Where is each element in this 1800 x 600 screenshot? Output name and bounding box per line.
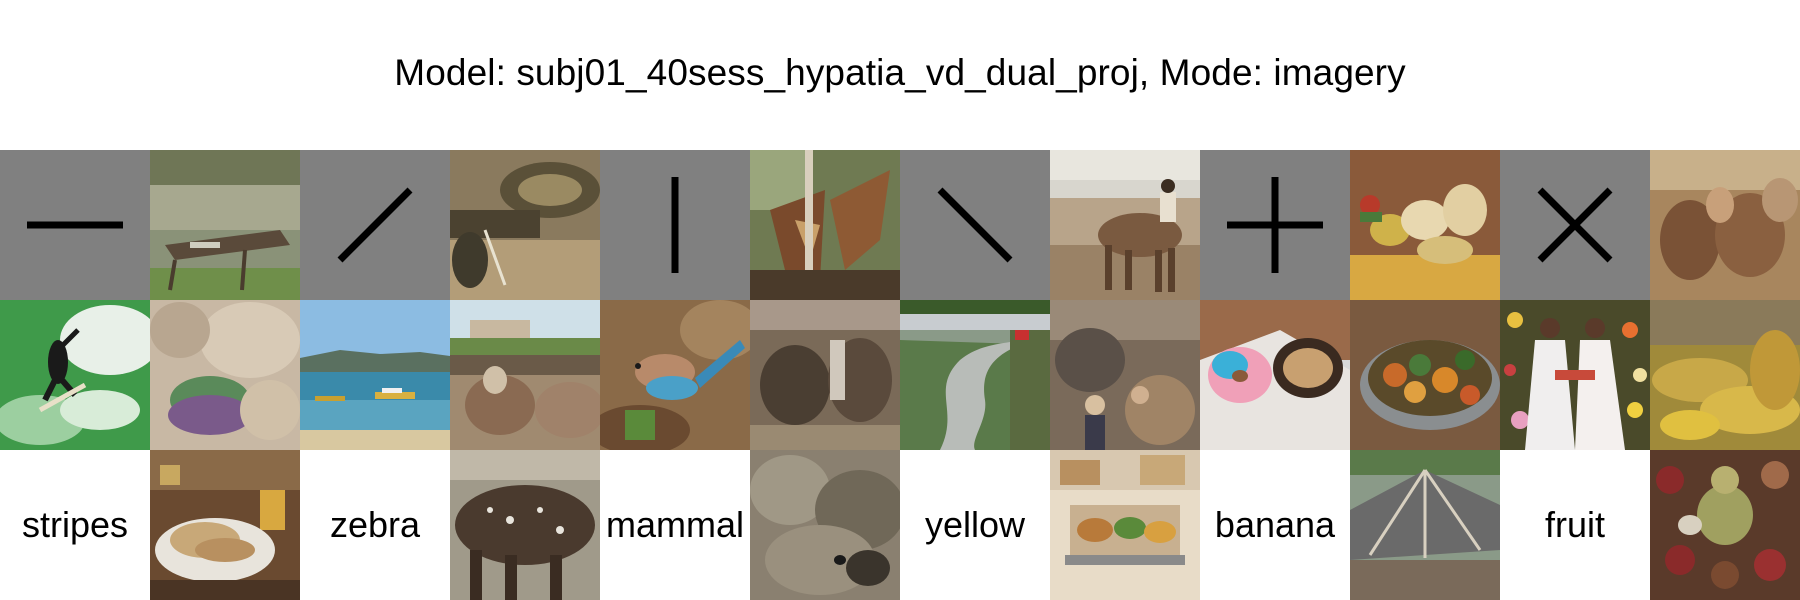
word-banana: banana	[1214, 504, 1336, 545]
stimulus-grid: stripes zebra mammal	[0, 150, 1800, 600]
image-food-plate	[1350, 150, 1500, 300]
image-horses-blur	[1650, 150, 1800, 300]
image-restaurant-plate	[150, 450, 300, 600]
image-bananas	[1650, 300, 1800, 450]
image-river-valley	[900, 300, 1050, 450]
x-icon	[1500, 150, 1650, 300]
word-label: fruit	[1500, 450, 1650, 600]
image-horses-farm	[450, 300, 600, 450]
image-umbrella	[1350, 450, 1500, 600]
vertical-line-icon	[600, 150, 750, 300]
word-label: stripes	[0, 450, 150, 600]
image-sea-boats	[300, 300, 450, 450]
image-donuts	[1200, 300, 1350, 450]
image-spotted-horse	[450, 450, 600, 600]
plus-icon	[1200, 150, 1350, 300]
image-buffet-food	[1050, 450, 1200, 600]
word-label: zebra	[300, 450, 450, 600]
image-floral-dress	[1500, 300, 1650, 450]
image-lake-boat	[150, 150, 300, 300]
word-stripes: stripes	[21, 504, 129, 545]
image-rider-horse	[1050, 150, 1200, 300]
word-zebra: zebra	[329, 504, 421, 545]
image-animal-fur	[750, 450, 900, 600]
figure-title: Model: subj01_40sess_hypatia_vd_dual_pro…	[394, 52, 1406, 93]
image-people-blur	[1050, 300, 1200, 450]
horizontal-line-icon	[0, 150, 150, 300]
image-cattle	[750, 300, 900, 450]
image-bird	[600, 300, 750, 450]
image-leaves-closeup	[750, 150, 900, 300]
diagonal-line-icon	[300, 150, 450, 300]
image-fruit-bowl	[1350, 300, 1500, 450]
image-bedsheets	[150, 300, 300, 450]
word-fruit: fruit	[1544, 504, 1605, 545]
image-vehicle-machine	[450, 150, 600, 300]
word-yellow: yellow	[924, 504, 1026, 545]
backslash-line-icon	[900, 150, 1050, 300]
image-surfer	[0, 300, 150, 450]
word-label: mammal	[600, 450, 750, 600]
word-mammal: mammal	[605, 504, 744, 545]
word-label: yellow	[900, 450, 1050, 600]
image-figurines	[1650, 450, 1800, 600]
word-label: banana	[1200, 450, 1350, 600]
